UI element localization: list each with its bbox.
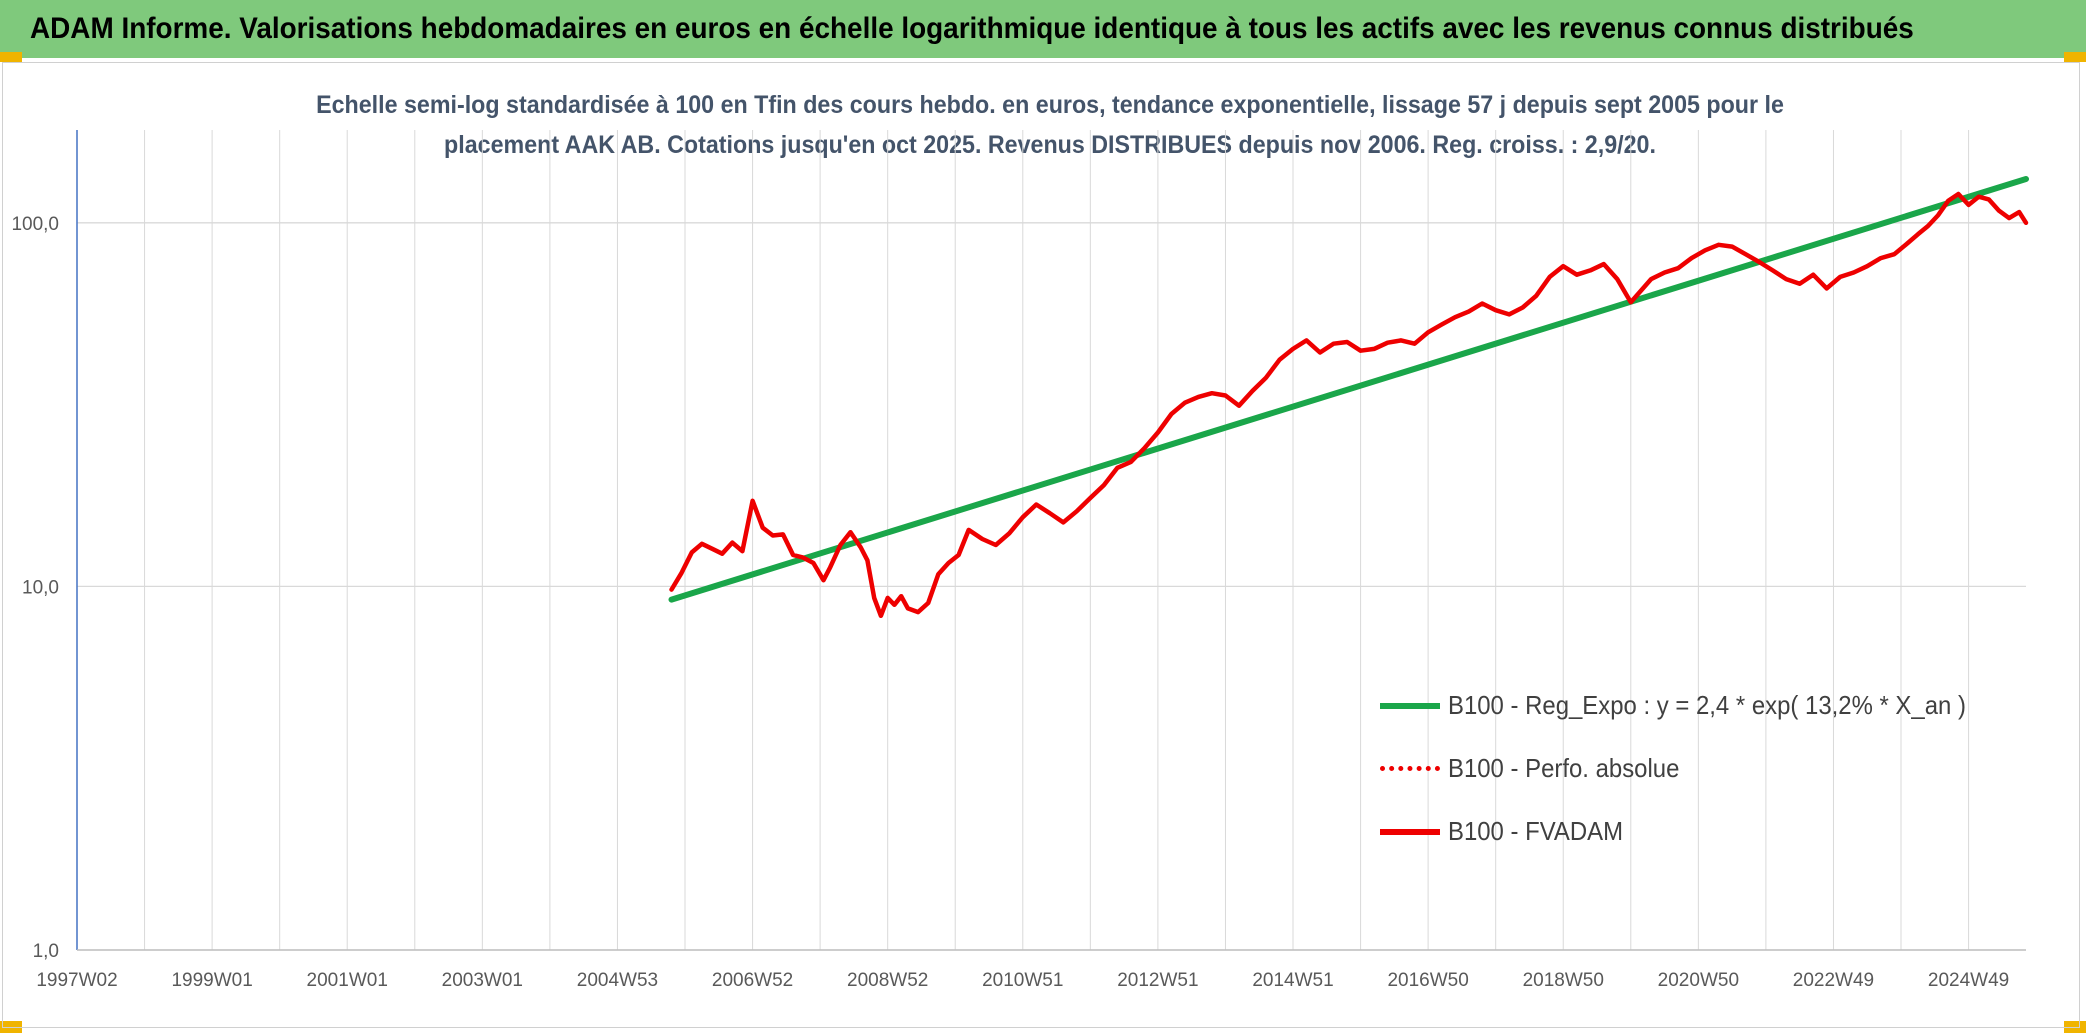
x-tick-label: 2008W52 <box>847 970 928 991</box>
chart-frame <box>2 62 2080 1028</box>
x-tick-label: 2010W51 <box>982 970 1063 991</box>
x-tick-label: 1999W01 <box>171 970 252 991</box>
series-layer <box>668 176 2029 619</box>
tick-label-layer: 1,0 10,0 100,0 1997W02 1999W01 2001W01 2003W01… <box>11 214 2009 991</box>
series-line-fvadam <box>669 191 2029 619</box>
y-tick-label: 1,0 <box>33 941 59 962</box>
x-tick-label: 2012W51 <box>1117 970 1198 991</box>
x-tick-label: 2001W01 <box>307 970 388 991</box>
y-tick-label: 100,0 <box>11 214 59 235</box>
chart-title-line-1: Echelle semi-log standardisée à 100 en T… <box>316 91 1784 119</box>
x-tick-label: 2016W50 <box>1387 970 1468 991</box>
legend-swatch-red-dotted <box>1380 766 1440 771</box>
legend-label-reg-expo: B100 - Reg_Expo : y = 2,4 * exp( 13,2% *… <box>1448 690 1966 720</box>
chart-title: Echelle semi-log standardisée à 100 en T… <box>287 85 1812 165</box>
grid-layer <box>76 130 2026 951</box>
x-tick-label: 2003W01 <box>442 970 523 991</box>
header-bar: ADAM Informe. Valorisations hebdomadaire… <box>0 0 2086 58</box>
x-tick-label: 2004W53 <box>577 970 658 991</box>
x-tick-label: 2024W49 <box>1928 970 2009 991</box>
report-title: ADAM Informe. Valorisations hebdomadaire… <box>30 12 1914 45</box>
trend-line-reg-expo <box>668 176 2029 603</box>
corner-accent-top-right <box>2064 52 2086 62</box>
x-tick-label: 2014W51 <box>1252 970 1333 991</box>
chart-title-line-2: placement AAK AB. Cotations jusqu'en oct… <box>444 131 1656 159</box>
x-tick-label: 2018W50 <box>1523 970 1604 991</box>
axis-layer <box>76 130 2026 951</box>
x-tick-label: 2022W49 <box>1793 970 1874 991</box>
legend-swatch-red-solid <box>1380 829 1440 835</box>
legend-label-fvadam: B100 - FVADAM <box>1448 816 1624 846</box>
x-tick-label: 1997W02 <box>36 970 117 991</box>
x-tick-label: 2006W52 <box>712 970 793 991</box>
legend-swatch-green-solid <box>1380 703 1440 709</box>
x-tick-label: 2020W50 <box>1658 970 1739 991</box>
legend-label-perfo-absolue: B100 - Perfo. absolue <box>1448 753 1680 783</box>
y-tick-label: 10,0 <box>22 577 59 598</box>
corner-accent-top-left <box>0 52 22 62</box>
